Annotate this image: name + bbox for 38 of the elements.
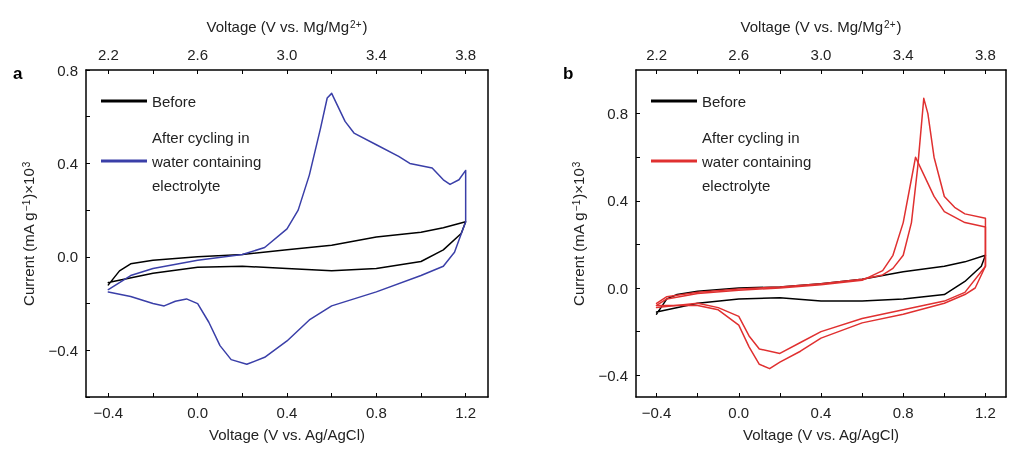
- x-tick-label: 1.2: [974, 404, 996, 421]
- x2-tick-label: 3.4: [365, 46, 387, 63]
- x-axis-title: Voltage (V vs. Ag/AgCl): [209, 426, 365, 443]
- legend-label: After cycling in water containing electrolyte: [700, 128, 815, 194]
- x-tick-label: 0.0: [187, 404, 209, 421]
- x2-tick-label: 3.0: [276, 46, 298, 63]
- y-tick-label: −0.4: [48, 341, 78, 359]
- x2-tick-label: 3.0: [810, 46, 831, 63]
- legend-label: Before: [152, 92, 197, 110]
- y-tick-label: 0.0: [57, 248, 78, 266]
- x2-tick-label: 3.8: [455, 46, 477, 63]
- y-axis-title: Current (mA g−1)×103: [569, 161, 587, 306]
- y-tick-label: 0.4: [57, 154, 78, 172]
- x-tick-label: −0.4: [641, 404, 671, 421]
- chart-title: a: [13, 64, 23, 83]
- x-tick-label: 1.2: [455, 404, 477, 421]
- y-tick-label: 0.8: [57, 61, 78, 79]
- x-tick-label: 0.8: [892, 404, 914, 421]
- x2-tick-label: 2.2: [97, 46, 119, 63]
- x2-tick-label: 3.4: [892, 46, 914, 63]
- x2-tick-label: 2.2: [645, 46, 667, 63]
- y-axis-title: Current (mA g−1)×103: [20, 161, 37, 306]
- chart-title: b: [562, 64, 573, 83]
- y-tick-label: 0.0: [606, 279, 628, 297]
- x-tick-label: 0.4: [810, 404, 831, 421]
- x2-tick-label: 3.8: [974, 46, 996, 63]
- x2-tick-label: 2.6: [727, 46, 749, 63]
- y-tick-label: 0.4: [606, 192, 628, 210]
- legend-label: After cycling in water containing electrolyte: [151, 128, 266, 194]
- x-tick-label: 0.8: [365, 404, 387, 421]
- y-tick-label: 0.8: [606, 105, 628, 123]
- x-tick-label: 0.4: [276, 404, 298, 421]
- x2-tick-label: 2.6: [187, 46, 209, 63]
- x-tick-label: −0.4: [93, 404, 124, 421]
- legend-label: Before: [701, 92, 746, 110]
- y-tick-label: −0.4: [597, 366, 628, 384]
- x-axis-title: Voltage (V vs. Ag/AgCl): [742, 426, 899, 443]
- x-tick-label: 0.0: [727, 404, 749, 421]
